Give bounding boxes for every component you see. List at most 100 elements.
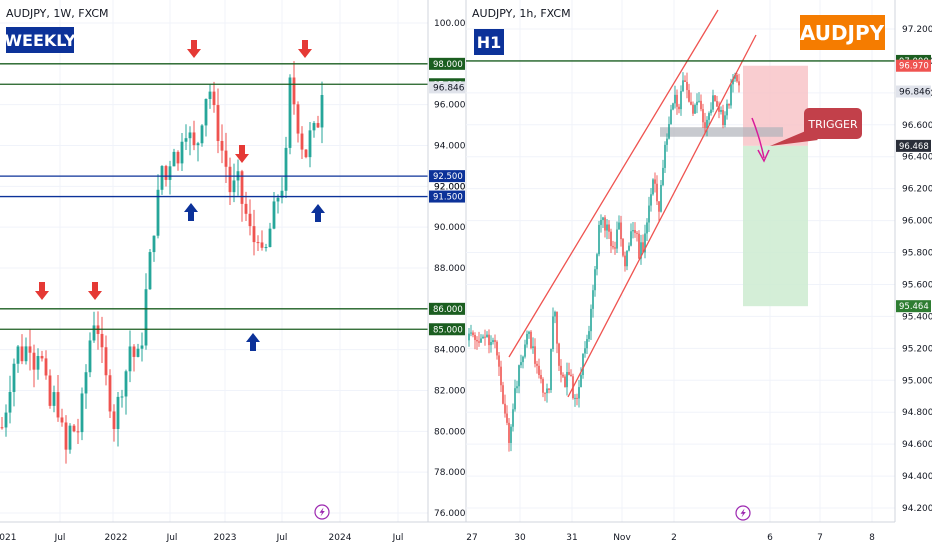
hourly-candle-body [506, 413, 508, 423]
hourly-candle-body [638, 233, 640, 259]
hourly-price-tag-label: 96.970 [899, 62, 929, 72]
hourly-candle-body [476, 339, 478, 342]
weekly-candle-body [244, 203, 248, 214]
weekly-candle-body [260, 242, 264, 248]
weekly-candle-body [64, 422, 68, 450]
hourly-candle-body [526, 333, 528, 345]
weekly-candle-body [288, 77, 292, 148]
hourly-candle-body [590, 308, 592, 332]
weekly-candle-body [292, 77, 296, 105]
weekly-y-tick: 80.000 [434, 427, 466, 437]
hourly-candle-body [550, 348, 552, 390]
hourly-candle-body [546, 388, 548, 394]
weekly-candle-body [16, 346, 20, 364]
hourly-x-tick: 6 [767, 533, 773, 543]
hourly-candle-body [716, 101, 718, 107]
trigger-label: TRIGGER [807, 118, 858, 131]
hourly-y-tick: 95.800 [902, 249, 932, 259]
weekly-plot-background [0, 0, 428, 522]
hourly-price-tag-label: 96.468 [899, 142, 929, 152]
support-zone [660, 127, 783, 137]
weekly-candle-body [216, 105, 220, 142]
hourly-candle-body [660, 184, 662, 212]
weekly-candles [0, 61, 324, 464]
weekly-candle-body [268, 228, 272, 248]
hourly-candle-body [510, 426, 512, 443]
hourly-candle-body [556, 311, 558, 344]
weekly-candle-body [0, 427, 4, 429]
hourly-candle-body [498, 355, 500, 367]
weekly-candle-body [168, 166, 172, 180]
weekly-candle-body [12, 363, 16, 392]
hourly-candle-body [628, 245, 630, 251]
weekly-candle-body [84, 372, 88, 394]
hourly-candle-body [724, 115, 726, 126]
weekly-candle-body [40, 356, 44, 359]
hourly-candle-body [576, 397, 578, 399]
hourly-candle-body [642, 242, 644, 253]
weekly-candle-body [8, 391, 12, 413]
hourly-candle-body [658, 201, 660, 212]
hourly-price-tag-label: 95.464 [899, 302, 929, 312]
weekly-candle-body [4, 412, 8, 428]
hourly-candle-body [738, 81, 740, 86]
weekly-candle-body [152, 235, 156, 253]
hourly-candle-body [632, 230, 634, 232]
blue-up-arrow [184, 203, 198, 221]
weekly-candle-body [92, 325, 96, 341]
hourly-candle-body [692, 104, 694, 114]
blue-up-arrow [246, 333, 260, 351]
weekly-x-tick: 2023 [214, 533, 237, 543]
hourly-price-tag [896, 300, 931, 313]
hourly-candle-body [472, 332, 474, 336]
hourly-candle-body [520, 362, 522, 366]
hourly-candle-body [602, 217, 604, 220]
weekly-level-tag-label: 91.500 [433, 193, 463, 203]
weekly-candle-body [224, 150, 228, 167]
weekly-x-tick: 2021 [0, 533, 16, 543]
hourly-candle-body [680, 91, 682, 110]
hourly-candle-body [564, 376, 566, 388]
hourly-x-tick: 27 [466, 533, 477, 543]
weekly-candle-body [212, 91, 216, 106]
hourly-candle-body [666, 138, 668, 145]
weekly-chart-title: AUDJPY, 1W, FXCM [6, 7, 109, 20]
hourly-plot-background [466, 0, 895, 522]
weekly-y-tick: 92.000 [434, 182, 466, 192]
hourly-candle-body [514, 388, 516, 410]
weekly-candle-body [52, 392, 56, 406]
weekly-x-tick: 2022 [105, 533, 128, 543]
weekly-candle-body [200, 125, 204, 144]
hourly-candle-body [512, 409, 514, 427]
weekly-candle-body [188, 132, 192, 139]
weekly-y-tick: 82.000 [434, 387, 466, 397]
weekly-candle-body [300, 133, 304, 150]
hourly-x-tick: 8 [869, 533, 875, 543]
hourly-candle-body [662, 167, 664, 185]
hourly-candle-body [654, 179, 656, 184]
hourly-candle-body [664, 144, 666, 168]
hourly-candle-body [552, 316, 554, 349]
weekly-y-tick: 96.000 [434, 101, 466, 111]
hourly-candle-body [728, 103, 730, 106]
hourly-candle-body [480, 338, 482, 343]
hourly-candle-body [676, 94, 678, 107]
weekly-candle-body [68, 425, 72, 450]
weekly-candle-body [156, 189, 160, 236]
weekly-candle-body [264, 247, 268, 249]
weekly-candle-body [124, 371, 128, 397]
weekly-candle-body [36, 356, 40, 370]
weekly-candle-body [128, 346, 132, 372]
hourly-price-tag [896, 59, 931, 72]
hourly-y-tick: 96.400 [902, 153, 932, 163]
weekly-level-tag-label: 92.500 [433, 172, 463, 182]
hourly-candle-body [722, 110, 724, 126]
hourly-candle-body [678, 106, 680, 110]
take-profit-zone [743, 145, 808, 307]
weekly-candle-body [112, 411, 116, 429]
weekly-candle-body [108, 375, 112, 412]
hourly-y-tick: 97.200 [902, 25, 932, 35]
hourly-candle-body [468, 333, 470, 341]
hourly-candle-body [650, 194, 652, 206]
